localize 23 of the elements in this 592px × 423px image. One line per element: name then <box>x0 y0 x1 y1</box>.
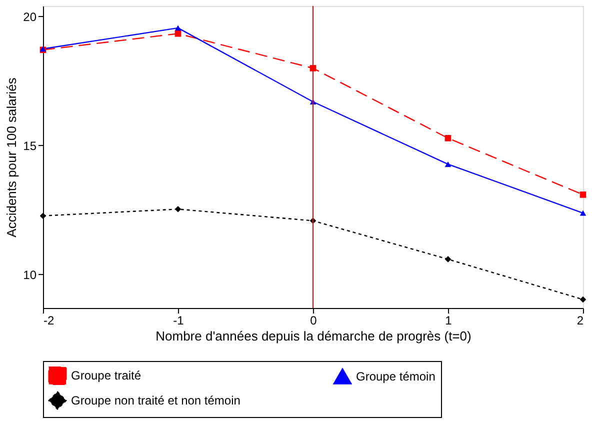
point <box>174 206 182 212</box>
x-tick-label: 1 <box>445 314 452 328</box>
point <box>580 296 586 303</box>
point <box>40 212 46 220</box>
legend-label: Groupe traité <box>71 368 142 383</box>
x-tick-label: 0 <box>310 314 318 328</box>
legend-label: Groupe non traité et non témoin <box>71 394 240 408</box>
y-tick-label: 15 <box>23 138 37 153</box>
x-tick-label: -2 <box>44 314 54 328</box>
legend-label: Groupe témoin <box>356 369 436 384</box>
y-tick-label: 20 <box>23 10 37 24</box>
point <box>444 161 452 167</box>
point <box>580 192 586 198</box>
point <box>174 25 182 31</box>
y-axis-title: Accidents pour 100 salariés <box>4 77 20 238</box>
point <box>174 30 182 37</box>
x-tick-label: -1 <box>173 314 184 328</box>
point <box>444 134 452 142</box>
point <box>580 210 586 216</box>
x-tick-label: 2 <box>576 314 584 328</box>
x-axis-title: Nombre d'années depuis la démarche de progrès (t=0) <box>156 328 472 344</box>
y-tick-label: 10 <box>23 268 37 282</box>
point <box>444 256 452 262</box>
